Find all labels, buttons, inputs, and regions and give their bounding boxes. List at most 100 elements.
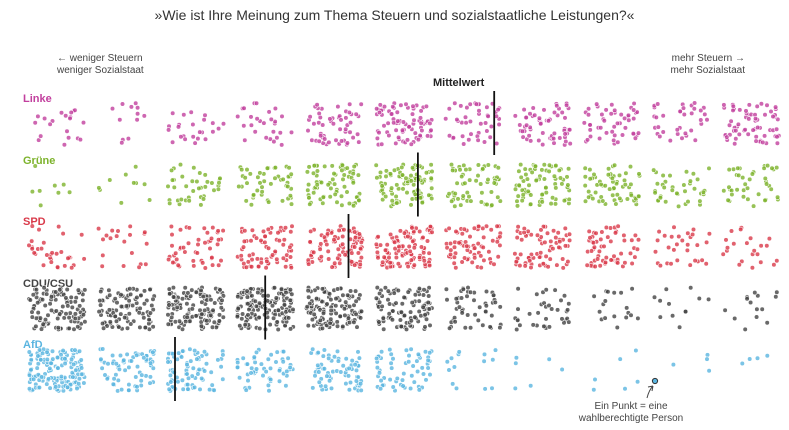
dot (546, 324, 553, 330)
dot (586, 189, 592, 195)
dot (412, 314, 418, 320)
dot (590, 240, 597, 246)
dot (396, 244, 402, 250)
dot (543, 316, 549, 322)
dot (551, 130, 558, 136)
dot (243, 387, 249, 393)
dot (44, 291, 50, 297)
dot (391, 290, 397, 296)
dot (452, 191, 458, 197)
dot (339, 167, 345, 173)
dot (618, 290, 624, 296)
dot (242, 175, 248, 181)
dot (461, 226, 467, 232)
dot (35, 300, 41, 306)
dot (268, 116, 274, 122)
dot (197, 386, 203, 393)
dot (455, 196, 461, 202)
dot (270, 252, 276, 258)
dot (549, 306, 555, 312)
dot (28, 357, 34, 363)
dot (730, 107, 736, 113)
dot (410, 103, 416, 109)
dot (446, 367, 452, 373)
dot (275, 307, 281, 313)
dot-cluster-gruene-6 (373, 162, 435, 209)
dot (565, 259, 571, 265)
dot (609, 102, 615, 108)
dot (285, 355, 291, 361)
dot (692, 258, 698, 264)
dot (179, 296, 186, 302)
dot (554, 112, 561, 118)
dot (444, 359, 450, 365)
dot (70, 374, 76, 380)
dot (774, 289, 780, 295)
dot (315, 350, 321, 356)
dot (179, 326, 186, 332)
dot (538, 121, 544, 127)
dot (318, 133, 324, 139)
dot (346, 387, 353, 393)
dot (265, 382, 272, 389)
dot (41, 115, 48, 122)
dot (459, 259, 465, 265)
dot (519, 128, 526, 134)
dot (131, 180, 137, 186)
dot (324, 373, 330, 379)
dot (382, 247, 389, 253)
dot (196, 366, 202, 373)
dot (747, 176, 753, 182)
dot (55, 190, 62, 196)
dot (622, 260, 628, 266)
dot (339, 138, 345, 144)
dot (696, 295, 702, 302)
dot (173, 250, 179, 256)
dot (280, 255, 287, 261)
dot (99, 320, 106, 327)
dot (202, 112, 208, 118)
dot (32, 120, 38, 126)
dot (451, 254, 458, 260)
dot (377, 290, 383, 297)
dot (654, 237, 661, 243)
dot-cluster-gruene-8 (512, 162, 572, 209)
dot (426, 250, 432, 256)
dot (133, 100, 139, 106)
dot (48, 259, 54, 265)
dot (443, 116, 449, 122)
dot (523, 171, 529, 178)
dot (187, 346, 193, 352)
dot (398, 323, 404, 330)
dot (249, 365, 255, 371)
dot (562, 243, 569, 249)
dot (774, 194, 781, 200)
dot (274, 349, 280, 355)
dot (35, 310, 41, 316)
dot (78, 357, 84, 363)
dot (175, 379, 181, 385)
dot (422, 324, 428, 330)
dot (347, 101, 353, 107)
dot (451, 244, 458, 250)
dot (393, 300, 399, 306)
dot (240, 311, 246, 317)
dot (481, 234, 487, 240)
dot (612, 132, 618, 138)
dot (184, 362, 190, 368)
dot (178, 196, 184, 203)
dot (472, 255, 478, 261)
dot (652, 249, 659, 255)
dot (215, 357, 221, 363)
dot (736, 262, 742, 268)
dot (462, 325, 468, 331)
dot (201, 349, 208, 355)
dot (351, 203, 357, 209)
dot (61, 142, 68, 148)
dot (338, 193, 345, 199)
dot (138, 382, 144, 389)
dot (685, 230, 691, 236)
dot (410, 165, 416, 171)
dot (517, 263, 523, 269)
dot (177, 227, 184, 233)
